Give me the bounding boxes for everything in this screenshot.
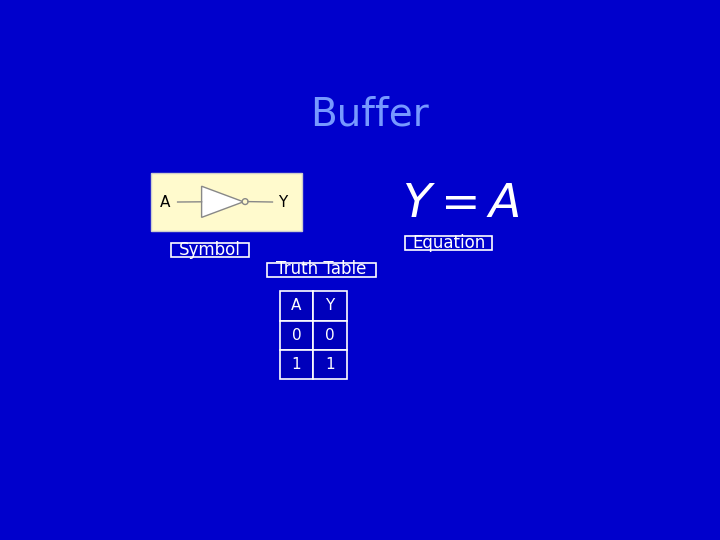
Text: 1: 1 xyxy=(292,357,301,372)
Polygon shape xyxy=(202,186,243,218)
FancyBboxPatch shape xyxy=(280,349,313,379)
FancyBboxPatch shape xyxy=(280,321,313,349)
Text: A: A xyxy=(160,194,171,210)
Text: 0: 0 xyxy=(325,328,335,342)
Text: Equation: Equation xyxy=(412,234,485,252)
Ellipse shape xyxy=(242,199,248,205)
Text: Y: Y xyxy=(278,194,287,210)
Text: Truth Table: Truth Table xyxy=(276,260,366,279)
FancyBboxPatch shape xyxy=(313,349,347,379)
Text: Y: Y xyxy=(325,299,335,313)
Text: A: A xyxy=(292,299,302,313)
FancyBboxPatch shape xyxy=(313,292,347,321)
Text: Buffer: Buffer xyxy=(310,96,428,134)
Text: 1: 1 xyxy=(325,357,335,372)
FancyBboxPatch shape xyxy=(313,321,347,349)
FancyBboxPatch shape xyxy=(151,173,302,231)
Text: $Y = A$: $Y = A$ xyxy=(402,181,520,227)
Text: Symbol: Symbol xyxy=(179,241,241,259)
FancyBboxPatch shape xyxy=(280,292,313,321)
Text: 0: 0 xyxy=(292,328,301,342)
